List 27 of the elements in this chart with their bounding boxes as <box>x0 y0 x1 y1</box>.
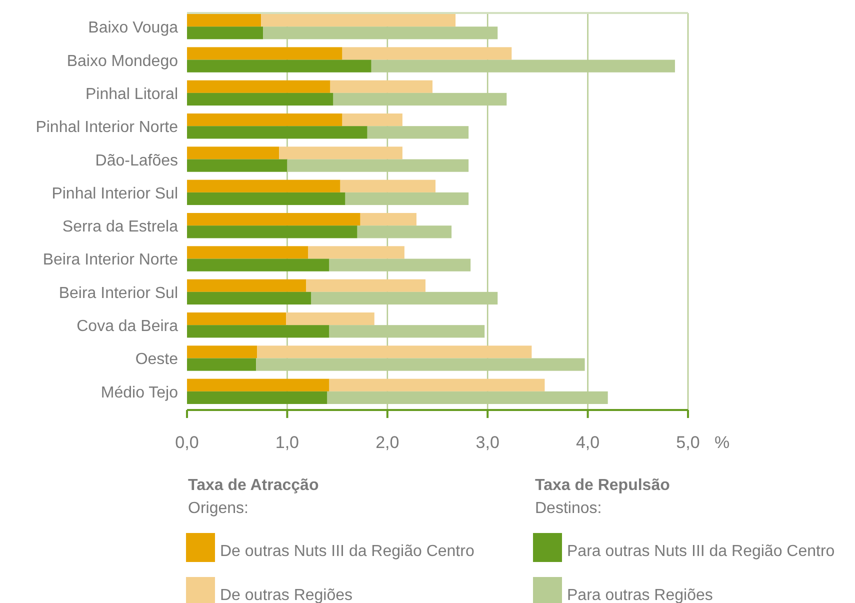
x-tick-label: 1,0 <box>275 433 300 452</box>
y-tick-label: Oeste <box>135 351 178 368</box>
y-tick-label: Serra da Estrela <box>62 218 178 236</box>
y-tick-label: Dão-Lafões <box>95 152 178 170</box>
y-tick-label: Baixo Mondego <box>66 52 178 70</box>
x-tick-label: 3,0 <box>476 433 500 452</box>
y-tick-label: Beira Interior Sul <box>58 284 178 302</box>
x-tick-label: 2,0 <box>376 433 400 452</box>
y-tick-label: Pinhal Interior Sul <box>52 185 178 202</box>
y-tick-label: Beira Interior Norte <box>42 252 178 269</box>
legend-title: Taxa de Atracção <box>188 477 319 494</box>
legend-label: Para outras Nuts III da Região Centro <box>567 543 835 560</box>
x-tick-label: 0,0 <box>175 433 199 452</box>
legend-label: Para outras Regiões <box>567 587 713 603</box>
y-tick-label: Médio Tejo <box>100 384 178 402</box>
x-tick-label: 5,0 <box>676 433 700 452</box>
text: Origens: <box>188 500 248 517</box>
legend-label: De outras Regiões <box>220 587 353 603</box>
legend-title: Taxa de Repulsão <box>535 477 670 494</box>
text: Destinos: <box>535 500 602 517</box>
y-tick-label: Pinhal Litoral <box>86 86 178 103</box>
x-axis-title: % <box>714 433 730 452</box>
y-tick-label: Baixo Vouga <box>88 20 178 37</box>
y-tick-label: Pinhal Interior Norte <box>36 119 178 136</box>
y-tick-label: Cova da Beira <box>76 318 178 336</box>
legend-label: De outras Nuts III da Região Centro <box>220 543 474 560</box>
x-tick-label: 4,0 <box>576 433 600 452</box>
